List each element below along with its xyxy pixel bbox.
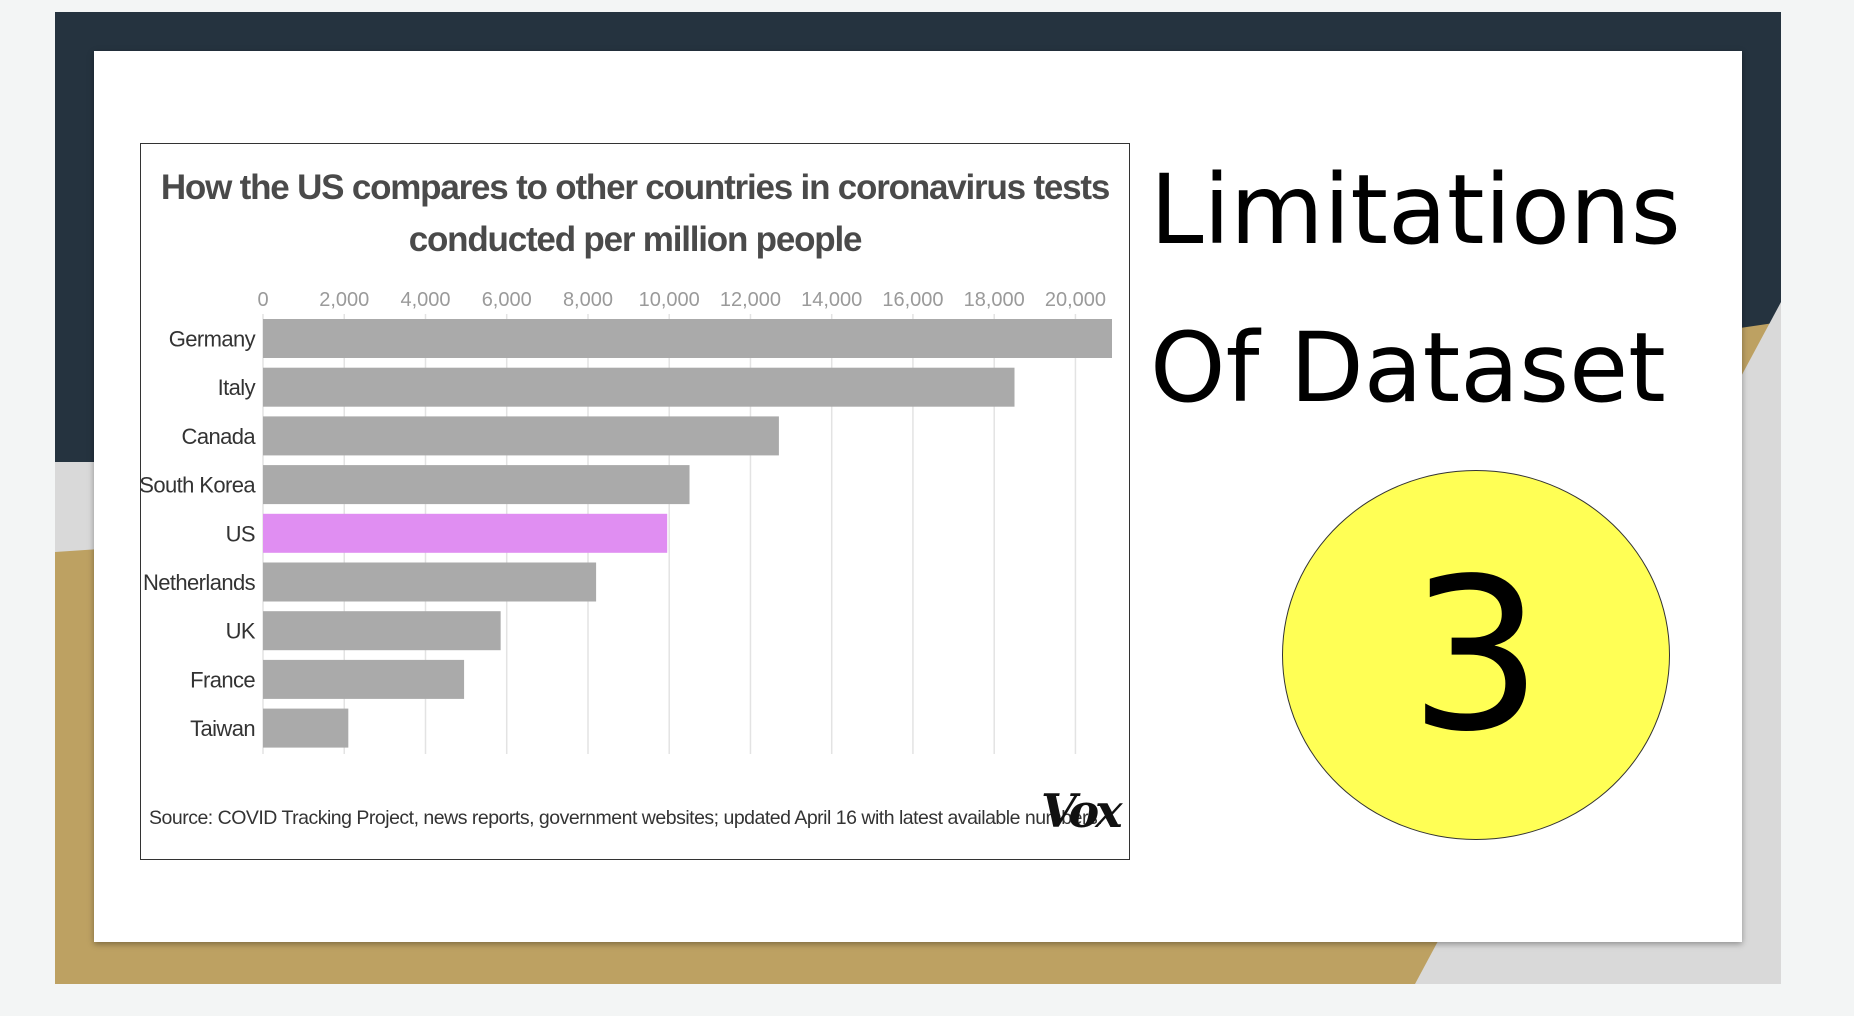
- category-label: UK: [226, 619, 256, 644]
- x-tick-label: 18,000: [964, 289, 1025, 311]
- x-tick-label: 10,000: [639, 289, 700, 311]
- chart-title-line-1: How the US compares to other countries i…: [160, 168, 1111, 207]
- limitation-number: 3: [1409, 532, 1543, 778]
- x-tick-label: 8,000: [563, 289, 613, 311]
- limitation-number-badge: 3: [1282, 470, 1670, 840]
- category-label: Taiwan: [190, 716, 255, 741]
- category-label: US: [226, 521, 255, 546]
- vox-logo: Vox: [1041, 784, 1123, 838]
- bar-netherlands: [263, 562, 597, 602]
- category-label: Canada: [182, 424, 257, 449]
- bar-taiwan: [263, 708, 349, 748]
- category-label: Germany: [169, 327, 256, 352]
- bar-south-korea: [263, 465, 690, 505]
- x-tick-label: 12,000: [720, 289, 781, 311]
- category-label: Italy: [218, 375, 256, 400]
- category-label: South Korea: [141, 473, 256, 498]
- slide-title-line-1: Limitations: [1150, 154, 1681, 266]
- x-tick-label: 16,000: [882, 289, 943, 311]
- x-tick-label: 6,000: [482, 289, 532, 311]
- x-tick-label: 4,000: [400, 289, 450, 311]
- x-tick-label: 0: [257, 289, 268, 311]
- x-tick-label: 20,000: [1045, 289, 1106, 311]
- bar-chart: 0 2,000 4,000 6,000 8,000 10,000 12,000 14,000 1…: [141, 289, 1112, 829]
- chart-image: How the US compares to other countries i…: [140, 143, 1130, 860]
- bar-italy: [263, 367, 1015, 407]
- x-tick-label: 2,000: [319, 289, 369, 311]
- bar-uk: [263, 611, 501, 651]
- slide-title-line-2: Of Dataset: [1150, 312, 1666, 424]
- bar-us: [263, 513, 668, 553]
- bar-canada: [263, 416, 779, 456]
- category-label: Netherlands: [143, 570, 256, 595]
- chart-title-line-2: conducted per million people: [408, 220, 863, 259]
- x-tick-label: 14,000: [801, 289, 862, 311]
- bar-france: [263, 659, 465, 699]
- bar-germany: [263, 319, 1112, 358]
- category-label: France: [190, 667, 255, 692]
- chart-source-note: Source: COVID Tracking Project, news rep…: [149, 807, 1102, 829]
